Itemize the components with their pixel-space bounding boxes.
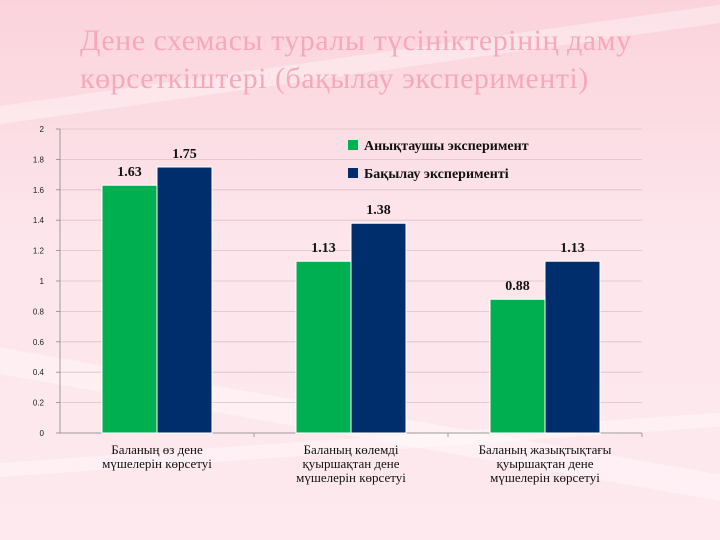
y-tick-label: 1.2 [33,247,45,256]
slide-title-line-2: көрсеткіштері (бақылау эксперименті) [80,62,589,95]
slide-title-line-1: Дене схемасы туралы түсініктерінің даму [80,24,632,57]
y-tick-label: 1.4 [33,216,45,225]
y-tick-label: 1.8 [33,155,45,164]
bar [544,260,601,434]
bar [350,222,407,434]
y-tick-label: 0.4 [33,368,45,377]
data-label: 1.13 [560,241,585,256]
data-label: 1.75 [172,147,197,162]
data-label: 1.63 [117,165,142,180]
x-tick-label-line: қуыршақтан дене [496,456,593,471]
legend-label: Анықтаушы эксперимент [364,139,529,154]
y-tick-label: 0.2 [33,399,45,408]
legend-label: Бақылау эксперименті [364,167,509,182]
x-tick-label: Баланың жазықтықтағы қуыршақтан дене мүшел… [479,442,612,485]
x-tick-label-line: Баланың жазықтықтағы [479,442,612,457]
data-label: 1.13 [311,241,336,256]
bar [101,184,158,434]
x-tick-label-line: мүшелерін көрсетуі [296,470,406,485]
bar [156,166,213,434]
data-label: 1.38 [366,203,391,218]
legend-swatch [348,168,358,178]
x-tick-label-line: мүшелерін көрсетуі [490,470,600,485]
x-tick-label-line: мүшелерін көрсетуі [102,456,212,471]
data-label: 0.88 [505,279,530,294]
bar [295,260,352,434]
bar [489,298,546,434]
y-tick-label: 2 [40,125,45,134]
y-tick-label: 0.6 [33,338,45,347]
legend-swatch [348,140,358,150]
y-tick-label: 0.8 [33,307,45,316]
x-tick-label: Баланың өз дене мүшелерін көрсетуі [102,442,212,471]
x-tick-label-line: Баланың көлемді [303,442,398,457]
x-tick-label-line: қуыршақтан дене [302,456,399,471]
slide-title: Дене схемасы туралы түсініктерінің даму … [80,22,700,98]
y-tick-label: 0 [40,429,45,438]
x-tick-label: Баланың көлемді қуыршақтан дене мүшелерін … [296,442,406,485]
y-tick-label: 1.6 [33,186,45,195]
x-tick-label-line: Баланың өз дене [111,442,203,457]
y-tick-label: 1 [40,277,45,286]
